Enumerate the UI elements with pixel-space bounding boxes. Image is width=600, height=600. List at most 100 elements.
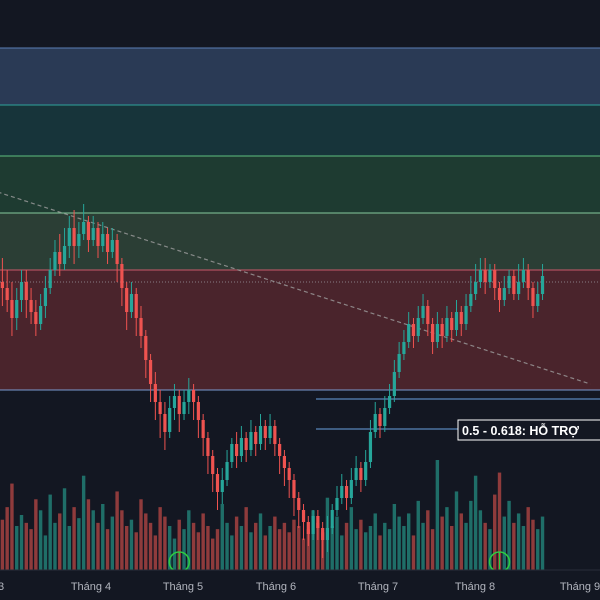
candle-body-42 xyxy=(201,420,205,438)
candle-body-21 xyxy=(101,234,105,246)
candle-body-4 xyxy=(19,282,24,300)
volume-bar-42 xyxy=(201,513,205,570)
volume-bar-26 xyxy=(124,526,129,570)
candle-body-46 xyxy=(220,480,224,492)
volume-bar-49 xyxy=(234,516,239,570)
candle-body-15 xyxy=(72,228,76,246)
candle-body-93 xyxy=(445,318,449,336)
fibonacci-zones xyxy=(0,47,600,391)
volume-bar-56 xyxy=(268,526,272,570)
candle-body-61 xyxy=(292,480,296,498)
volume-bar-36 xyxy=(172,538,177,570)
volume-bar-24 xyxy=(115,491,119,570)
volume-bar-50 xyxy=(239,526,244,570)
candle-body-66 xyxy=(316,516,320,528)
candle-body-39 xyxy=(187,390,191,402)
candle-body-48 xyxy=(230,444,234,462)
volume-bar-95 xyxy=(454,491,459,570)
volume-bar-9 xyxy=(43,535,48,570)
candle-body-60 xyxy=(287,468,291,480)
candle-body-65 xyxy=(311,516,315,534)
volume-bar-69 xyxy=(330,526,334,570)
candle-body-18 xyxy=(86,222,91,240)
candle-body-103 xyxy=(493,270,497,288)
candle-body-2 xyxy=(10,300,14,318)
volume-bar-54 xyxy=(258,513,263,570)
volume-bar-41 xyxy=(196,532,201,570)
zone-0 xyxy=(0,48,600,105)
volume-bar-77 xyxy=(368,526,373,570)
candle-body-69 xyxy=(330,510,334,528)
tick-label-2: Tháng 5 xyxy=(163,581,203,593)
volume-bar-22 xyxy=(105,529,110,570)
volume-bar-7 xyxy=(34,499,38,570)
volume-bar-45 xyxy=(215,529,220,570)
volume-bar-102 xyxy=(488,529,492,570)
candle-body-76 xyxy=(364,462,368,480)
candle-body-1 xyxy=(5,288,9,300)
volume-bar-86 xyxy=(411,535,416,570)
volume-bar-43 xyxy=(206,526,210,570)
volume-bar-53 xyxy=(254,522,258,570)
annotation-box xyxy=(457,419,600,441)
candle-body-23 xyxy=(110,240,114,252)
volume-bar-105 xyxy=(502,516,506,570)
volume-bar-21 xyxy=(101,504,105,570)
volume-bar-18 xyxy=(86,499,91,570)
volume-bar-78 xyxy=(373,513,377,570)
volume-bar-60 xyxy=(287,532,291,570)
volume-bar-103 xyxy=(493,494,497,570)
volume-bar-47 xyxy=(225,522,229,570)
tick-label-5: Tháng 8 xyxy=(455,581,495,593)
time-axis: 3 Tháng 4 Tháng 5 Tháng 6 Tháng 7 Tháng … xyxy=(0,569,600,600)
volume-bar-19 xyxy=(91,510,95,570)
volume-bar-65 xyxy=(311,510,315,570)
candle-body-111 xyxy=(531,288,535,306)
candle-body-44 xyxy=(211,456,215,474)
volume-bar-71 xyxy=(340,535,344,570)
candle-body-102 xyxy=(488,270,492,282)
candle-body-41 xyxy=(196,402,200,420)
support-annotation[interactable]: 0.5 - 0.618: HỖ TRỢ xyxy=(457,419,600,441)
candle-body-70 xyxy=(335,498,339,510)
volume-bar-62 xyxy=(297,526,301,570)
volume-bar-0 xyxy=(0,519,5,570)
candle-body-75 xyxy=(359,468,363,480)
volume-bar-101 xyxy=(483,522,487,570)
volume-bar-111 xyxy=(531,519,535,570)
volume-bar-23 xyxy=(110,516,115,570)
candle-body-9 xyxy=(43,288,48,306)
volume-bar-100 xyxy=(478,510,483,570)
candle-body-104 xyxy=(497,288,502,300)
volume-bar-85 xyxy=(406,513,411,570)
candles xyxy=(0,204,545,558)
candle-body-20 xyxy=(96,228,100,246)
candle-body-47 xyxy=(225,462,229,480)
volume-bar-28 xyxy=(134,532,138,570)
candle-body-6 xyxy=(29,300,33,312)
candle-body-73 xyxy=(349,480,353,498)
volume-bar-106 xyxy=(507,500,511,570)
volume-bar-79 xyxy=(378,535,382,570)
volume-bar-88 xyxy=(421,522,425,570)
candle-body-8 xyxy=(39,306,43,324)
tick-label-1: Tháng 4 xyxy=(71,581,111,593)
candle-body-74 xyxy=(354,468,358,480)
volume-bar-96 xyxy=(459,513,463,570)
candle-body-0 xyxy=(0,282,4,288)
candle-body-81 xyxy=(387,396,392,408)
volume-bar-104 xyxy=(497,472,502,570)
volume-bar-75 xyxy=(359,519,363,570)
volume-bar-8 xyxy=(38,510,43,570)
candle-body-96 xyxy=(459,312,463,324)
candle-body-22 xyxy=(105,234,110,252)
candle-body-112 xyxy=(536,294,540,306)
zone-3 xyxy=(0,213,600,270)
candle-body-37 xyxy=(177,396,181,414)
volume-bar-64 xyxy=(306,529,311,570)
volume-bar-37 xyxy=(177,519,181,570)
candle-body-90 xyxy=(430,324,435,342)
candle-body-87 xyxy=(416,318,420,336)
